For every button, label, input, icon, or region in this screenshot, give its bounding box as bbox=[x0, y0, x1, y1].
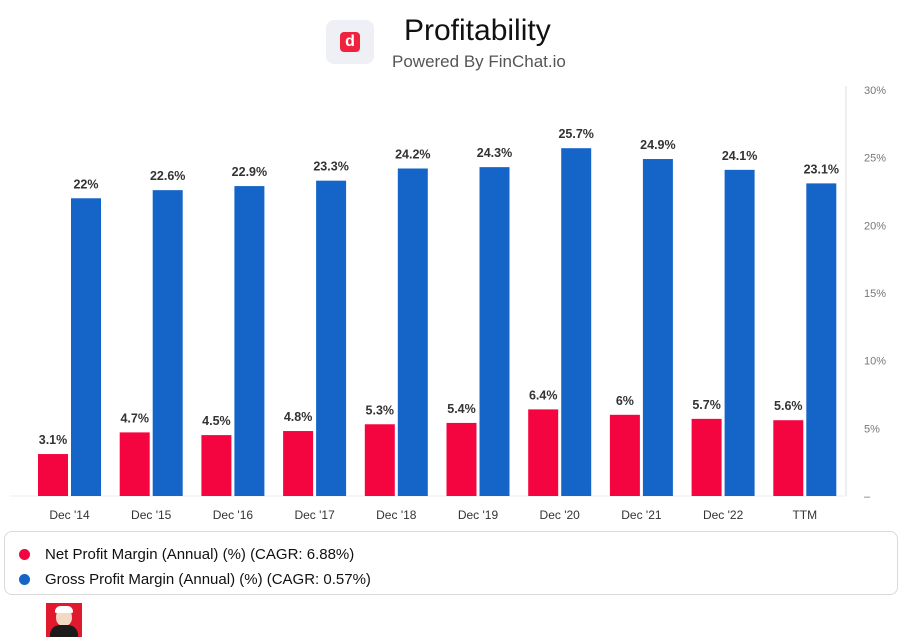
bar-gross bbox=[724, 169, 755, 496]
bar-net bbox=[201, 435, 232, 496]
x-tick-label: Dec '14 bbox=[49, 508, 90, 522]
legend-item-net-margin[interactable]: Net Profit Margin (Annual) (%) (CAGR: 6.… bbox=[19, 544, 354, 564]
y-tick-label: – bbox=[864, 491, 871, 503]
data-label-gross: 24.2% bbox=[395, 147, 430, 161]
chart-subtitle: Powered By FinChat.io bbox=[392, 52, 566, 71]
bar-gross bbox=[316, 180, 347, 496]
x-tick-label: Dec '19 bbox=[458, 508, 499, 522]
data-label-gross: 24.1% bbox=[722, 149, 757, 163]
bar-gross bbox=[234, 186, 265, 496]
y-tick-label: 25% bbox=[864, 153, 886, 165]
x-tick-label: TTM bbox=[792, 508, 817, 522]
data-label-gross: 22.9% bbox=[232, 165, 267, 179]
data-label-net: 6.4% bbox=[529, 388, 558, 402]
data-label-gross: 24.3% bbox=[477, 146, 512, 160]
data-label-net: 6% bbox=[616, 394, 634, 408]
profitability-chart: – 5% 10% 15% 20% 25% 30% 3.1% 22% Dec '14 4.7% 22.6… bbox=[10, 85, 886, 522]
bar-net bbox=[691, 418, 722, 496]
data-label-net: 5.4% bbox=[447, 402, 476, 416]
bar-net bbox=[283, 431, 314, 496]
bar-net bbox=[38, 454, 68, 496]
y-tick-label: 30% bbox=[864, 85, 886, 97]
y-tick-label: 20% bbox=[864, 220, 886, 232]
legend-label-net-margin: Net Profit Margin (Annual) (%) (CAGR: 6.… bbox=[45, 545, 355, 563]
data-label-net: 5.3% bbox=[366, 403, 395, 417]
bar-net bbox=[773, 420, 804, 496]
legend-label-gross-margin: Gross Profit Margin (Annual) (%) (CAGR: … bbox=[45, 570, 371, 588]
data-label-net: 5.7% bbox=[692, 398, 721, 412]
legend-item-gross-margin[interactable]: Gross Profit Margin (Annual) (%) (CAGR: … bbox=[19, 569, 371, 589]
bar-net bbox=[446, 422, 477, 496]
x-tick-label: Dec '17 bbox=[294, 508, 335, 522]
x-tick-label: Dec '21 bbox=[621, 508, 662, 522]
data-label-gross: 25.7% bbox=[558, 127, 593, 141]
y-tick-label: 10% bbox=[864, 356, 886, 368]
data-label-net: 5.6% bbox=[774, 399, 803, 413]
finchat-logo: d bbox=[326, 20, 374, 64]
data-label-gross: 24.9% bbox=[640, 138, 675, 152]
data-label-net: 4.8% bbox=[284, 410, 313, 424]
bar-net bbox=[364, 424, 395, 496]
analyst-avatar bbox=[46, 603, 82, 637]
data-label-net: 4.5% bbox=[202, 414, 231, 428]
x-tick-label: Dec '16 bbox=[213, 508, 254, 522]
bar-net bbox=[119, 432, 150, 496]
bar-gross bbox=[71, 198, 101, 496]
chart-legend: Net Profit Margin (Annual) (%) (CAGR: 6.… bbox=[4, 531, 898, 595]
bar-gross bbox=[479, 167, 510, 496]
y-tick-label: 15% bbox=[864, 288, 886, 300]
bar-gross bbox=[806, 183, 837, 496]
chart-header: d Profitability Powered By FinChat.io bbox=[0, 14, 904, 74]
bar-gross bbox=[152, 190, 183, 496]
legend-dot-net-margin bbox=[19, 548, 30, 560]
bar-gross bbox=[397, 168, 428, 496]
chart-title: Profitability bbox=[404, 14, 551, 47]
y-tick-label: 5% bbox=[864, 423, 880, 435]
data-label-net: 4.7% bbox=[120, 411, 149, 425]
finchat-logo-mark: d bbox=[340, 32, 360, 52]
bar-net bbox=[528, 409, 559, 496]
x-tick-label: Dec '20 bbox=[540, 508, 581, 522]
bar-gross bbox=[561, 148, 592, 496]
bar-gross bbox=[642, 159, 673, 496]
data-label-gross: 22.6% bbox=[150, 169, 185, 183]
x-tick-label: Dec '15 bbox=[131, 508, 172, 522]
x-tick-label: Dec '18 bbox=[376, 508, 417, 522]
avatar-hair-shape bbox=[55, 606, 73, 613]
legend-dot-gross-margin bbox=[19, 573, 30, 585]
data-label-gross: 22% bbox=[73, 177, 98, 191]
data-label-gross: 23.3% bbox=[313, 160, 348, 174]
data-label-gross: 23.1% bbox=[804, 162, 839, 176]
bar-net bbox=[609, 414, 640, 496]
x-tick-label: Dec '22 bbox=[703, 508, 744, 522]
avatar-body-shape bbox=[50, 625, 78, 637]
data-label-net: 3.1% bbox=[39, 433, 68, 447]
